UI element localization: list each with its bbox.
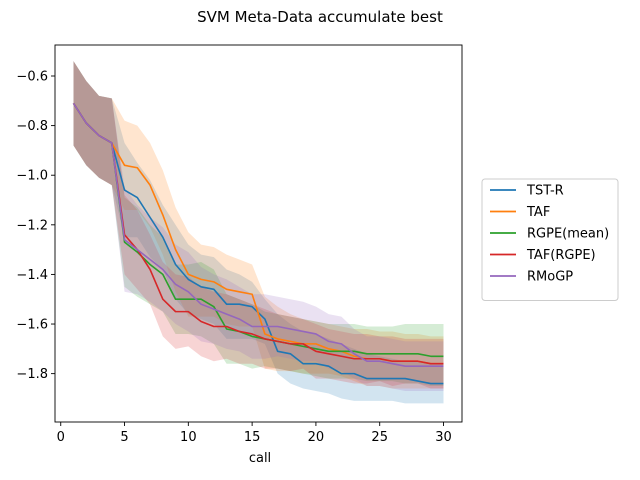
x-axis-label: call bbox=[249, 451, 271, 466]
y-tick-label: −1.4 bbox=[16, 268, 48, 283]
band-tst-r bbox=[73, 61, 444, 404]
band-taf bbox=[73, 61, 444, 389]
axes: 0 5 10 15 20 25 30 −1.8 −1.6 −1.4 −1.2 −1.0 −0.8 −0.6 bbox=[16, 44, 463, 445]
y-tick-label: −1.0 bbox=[16, 169, 48, 184]
plot-frame bbox=[54, 44, 463, 423]
legend-label-rgpe-mean: RGPE(mean) bbox=[527, 227, 609, 242]
confidence-bands bbox=[73, 61, 444, 404]
x-tick-label: 20 bbox=[308, 430, 325, 445]
y-tick-label: −1.6 bbox=[16, 318, 48, 333]
x-tick-label: 15 bbox=[244, 430, 261, 445]
band-taf-rgpe bbox=[73, 61, 444, 389]
y-tick-label: −1.8 bbox=[16, 367, 48, 382]
band-rmogp bbox=[73, 61, 444, 391]
x-tick-label: 10 bbox=[180, 430, 197, 445]
y-tick-label: −1.2 bbox=[16, 218, 48, 233]
legend-label-tst-r: TST-R bbox=[526, 184, 564, 199]
x-tick-label: 0 bbox=[57, 430, 65, 445]
series-line-rgpe-mean bbox=[72, 102, 444, 358]
series-lines bbox=[72, 102, 444, 385]
x-tick-label: 30 bbox=[435, 430, 452, 445]
x-tick-label: 25 bbox=[371, 430, 388, 445]
x-tick-label: 5 bbox=[120, 430, 128, 445]
legend-label-taf: TAF bbox=[526, 205, 550, 220]
band-rgpe-mean bbox=[73, 61, 444, 387]
legend: TST-R TAF RGPE(mean) TAF(RGPE) RMoGP bbox=[481, 178, 619, 301]
series-line-rmogp bbox=[72, 102, 444, 367]
chart-title: SVM Meta-Data accumulate best bbox=[197, 8, 443, 26]
y-tick-label: −0.8 bbox=[16, 119, 48, 134]
legend-label-rmogp: RMoGP bbox=[527, 270, 573, 285]
y-tick-label: −0.6 bbox=[16, 70, 48, 85]
legend-label-taf-rgpe: TAF(RGPE) bbox=[526, 248, 596, 263]
legend-box bbox=[481, 178, 619, 301]
